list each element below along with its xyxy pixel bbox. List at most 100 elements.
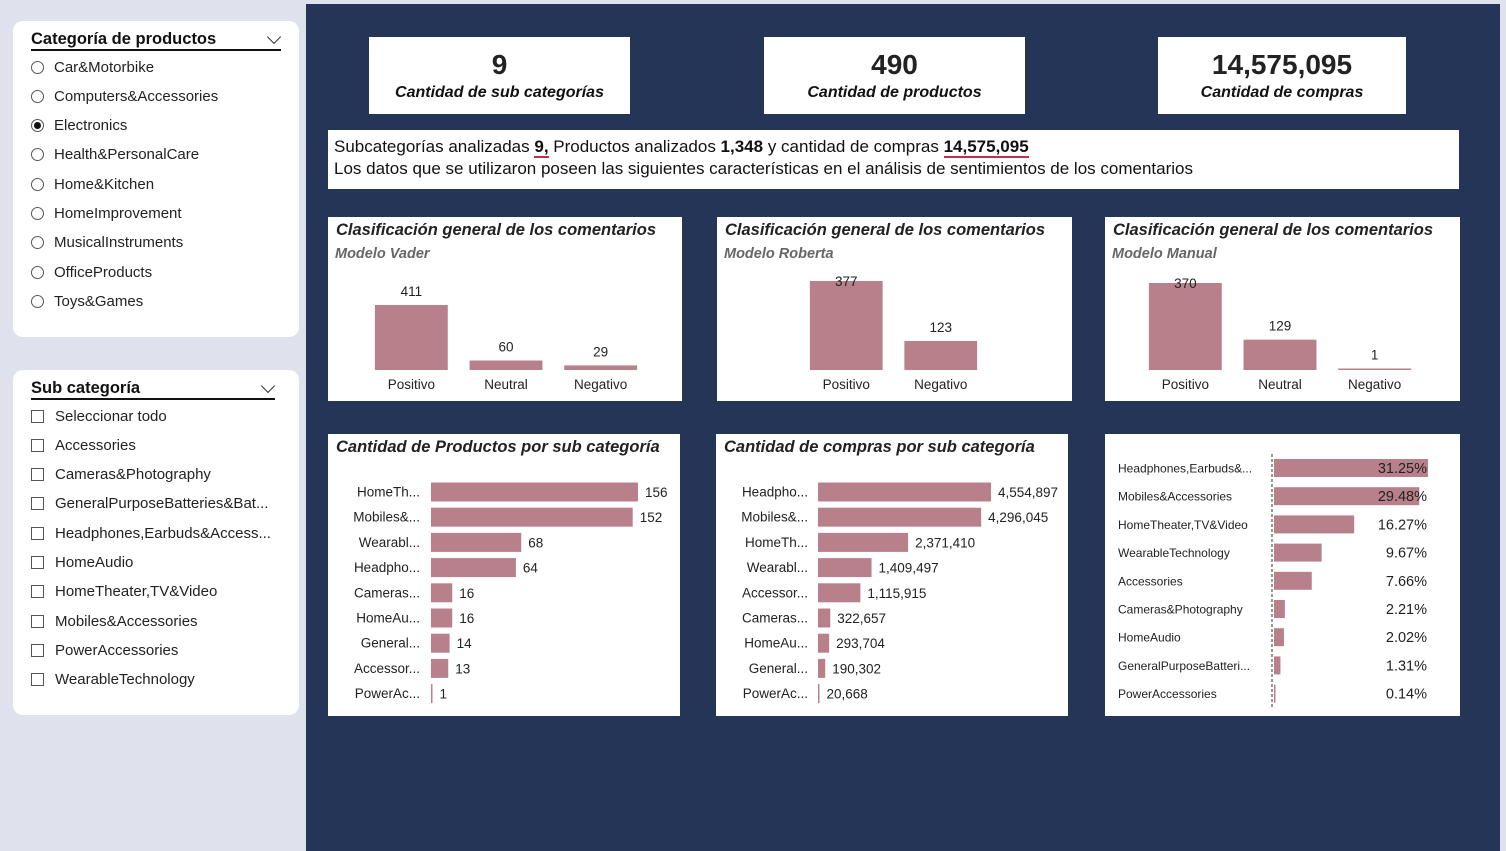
category-label: HomeTh... [745, 535, 808, 550]
data-label: 2.21% [1386, 602, 1427, 618]
subcategoria-option[interactable]: Cameras&Photography [31, 464, 211, 486]
radio-button[interactable] [31, 89, 44, 103]
bar [818, 583, 861, 603]
radio-button[interactable] [31, 294, 44, 308]
checkbox[interactable] [31, 673, 44, 687]
summary-line-1: Subcategorías analizadas 9, Productos an… [334, 136, 1453, 158]
bar [1274, 628, 1284, 647]
bar [431, 583, 453, 603]
data-label: 31.25% [1378, 461, 1427, 477]
subcategoria-option[interactable]: Seleccionar todo [31, 405, 167, 427]
subcategoria-option[interactable]: HomeAudio [31, 552, 133, 574]
checkbox[interactable] [31, 614, 44, 628]
category-label: Neutral [484, 377, 528, 392]
subcategoria-option[interactable]: Accessories [31, 434, 136, 456]
data-label: 68 [528, 535, 543, 550]
checkbox[interactable] [31, 438, 44, 452]
category-label: Mobiles&... [741, 510, 808, 525]
subcategoria-option-label: Mobiles&Accessories [55, 612, 198, 630]
chart-productos-svg: HomeTh... 156 Mobiles&... 152 Wearabl... 68 He… [353, 482, 668, 704]
chart-title: Cantidad de Productos por sub categoría [336, 438, 660, 456]
radio-button[interactable] [31, 236, 44, 250]
categoria-option[interactable]: Home&Kitchen [31, 173, 154, 195]
data-label: 411 [401, 284, 423, 299]
category-label: GeneralPurposeBatteri... [1118, 659, 1250, 673]
chart-subtitle: Modelo Vader [335, 246, 430, 262]
slicer-sub-categoria: Sub categoría Seleccionar todo Accessorie… [13, 370, 299, 715]
data-label: 7.66% [1386, 574, 1427, 590]
subcategoria-option[interactable]: WearableTechnology [31, 669, 195, 691]
data-label: 1,115,915 [867, 586, 926, 601]
categoria-option[interactable]: HomeImprovement [31, 203, 182, 225]
categoria-option-label: OfficeProducts [54, 263, 153, 281]
summary-text-box: Subcategorías analizadas 9, Productos an… [328, 130, 1459, 189]
categoria-option-label: Electronics [54, 117, 128, 135]
bar [818, 684, 820, 704]
categoria-option[interactable]: Health&PersonalCare [31, 144, 199, 166]
bar [1274, 487, 1420, 506]
bar [818, 608, 831, 628]
category-label: Negativo [1348, 377, 1401, 392]
category-label: Cameras... [354, 585, 420, 600]
radio-button[interactable] [31, 148, 44, 162]
chart-title: Clasificación general de los comentarios [336, 221, 657, 239]
radio-button[interactable] [31, 207, 44, 220]
category-label: Negativo [914, 377, 967, 392]
checkbox[interactable] [31, 497, 44, 511]
bar [431, 684, 433, 704]
summary-text-2: Productos analizados [548, 137, 721, 156]
bar [431, 658, 449, 678]
chevron-down-icon[interactable] [266, 29, 282, 45]
subcategoria-option[interactable]: PowerAccessories [31, 639, 178, 661]
slicer-categoria-underline [31, 49, 281, 51]
dashboard-canvas: 9 Cantidad de sub categorías 490 Cantida… [306, 4, 1500, 851]
category-label: HomeAu... [356, 611, 420, 626]
checkbox[interactable] [31, 526, 44, 540]
category-label: Positivo [823, 377, 870, 392]
categoria-option[interactable]: OfficeProducts [31, 261, 152, 283]
chart-card-porcentaje-compras: Headphones,Earbuds&... 31.25% Mobiles&Acce… [1105, 434, 1460, 716]
category-label: Headpho... [354, 560, 420, 575]
bar [431, 482, 638, 502]
subcategoria-option[interactable]: Mobiles&Accessories [31, 610, 198, 632]
checkbox[interactable] [31, 409, 44, 423]
categoria-option[interactable]: Computers&Accessories [31, 85, 218, 107]
data-label: 1 [440, 687, 448, 702]
checkbox[interactable] [31, 468, 44, 482]
categoria-option-label: Toys&Games [54, 292, 144, 310]
category-label: General... [361, 636, 420, 651]
bar [1274, 684, 1276, 703]
subcategoria-option-label: WearableTechnology [55, 671, 195, 689]
categoria-option[interactable]: Electronics [31, 115, 127, 137]
radio-button[interactable] [31, 119, 44, 133]
subcategoria-option-label: Cameras&Photography [55, 466, 211, 484]
data-label: 20,668 [827, 687, 868, 702]
checkbox[interactable] [31, 585, 44, 599]
categoria-option[interactable]: Toys&Games [31, 290, 143, 312]
radio-button[interactable] [31, 60, 44, 74]
category-label: PowerAc... [743, 686, 808, 701]
category-label: WearableTechnology [1118, 546, 1230, 560]
subcategoria-option[interactable]: GeneralPurposeBatteries&Bat... [31, 493, 268, 515]
checkbox[interactable] [31, 643, 44, 657]
subcategoria-option[interactable]: Headphones,Earbuds&Access... [31, 522, 271, 544]
data-label: 16 [459, 586, 474, 601]
bar [904, 340, 978, 370]
subcategoria-option-label: HomeTheater,TV&Video [55, 583, 218, 601]
chevron-down-icon[interactable] [260, 378, 276, 394]
bar [431, 633, 450, 653]
bar [1274, 515, 1355, 534]
radio-button[interactable] [31, 265, 44, 279]
data-label: 13 [455, 661, 470, 676]
categoria-option[interactable]: Car&Motorbike [31, 56, 154, 78]
data-label: 29.48% [1378, 489, 1427, 505]
radio-button[interactable] [31, 177, 44, 191]
categoria-option[interactable]: MusicalInstruments [31, 232, 183, 254]
summary-text-3: y cantidad de compras [763, 137, 944, 156]
checkbox[interactable] [31, 556, 44, 569]
subcategoria-option-label: GeneralPurposeBatteries&Bat... [55, 495, 269, 513]
slicer-sub-underline [31, 398, 275, 400]
subcategoria-option[interactable]: HomeTheater,TV&Video [31, 581, 217, 603]
bar [818, 507, 982, 527]
kpi-subcategorias: 9 Cantidad de sub categorías [369, 37, 630, 114]
